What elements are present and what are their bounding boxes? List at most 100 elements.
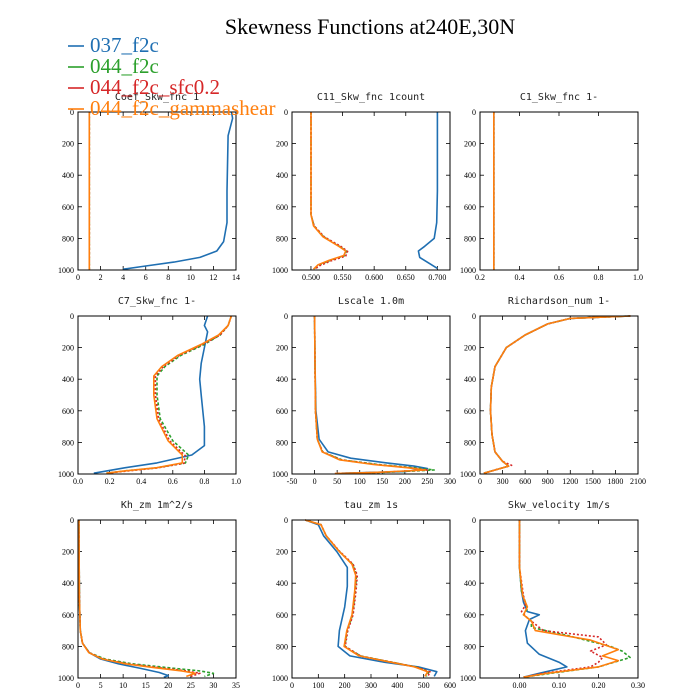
x-tick-label: 0	[313, 477, 317, 486]
y-tick-label: 800	[464, 642, 476, 651]
x-tick-label: 0.2	[475, 273, 485, 282]
y-tick-label: 600	[464, 203, 476, 212]
x-tick-label: 300	[365, 681, 377, 690]
y-tick-label: 1000	[460, 266, 476, 275]
x-tick-label: 0.8	[594, 273, 604, 282]
legend-item: 037_f2c	[68, 33, 159, 57]
x-tick-label: 15	[142, 681, 150, 690]
y-tick-label: 200	[62, 344, 74, 353]
y-tick-label: 800	[62, 438, 74, 447]
y-tick-label: 800	[276, 438, 288, 447]
plot-frame	[77, 519, 237, 679]
series-line-044_f2c_sfc0.2	[484, 315, 631, 474]
panel-title: Coef_Skw_fnc 1	[115, 92, 199, 103]
series-line-044_f2c	[518, 520, 631, 678]
y-tick-label: 800	[62, 642, 74, 651]
x-tick-label: 150	[376, 477, 388, 486]
legend-item: 044_f2c	[68, 54, 159, 78]
x-tick-label: 0.2	[105, 477, 115, 486]
x-tick-label: 0.6	[168, 477, 178, 486]
x-tick-label: 0.600	[365, 273, 383, 282]
y-tick-label: 0	[284, 312, 288, 321]
y-tick-label: 200	[276, 548, 288, 557]
y-tick-label: 600	[464, 611, 476, 620]
y-tick-label: 400	[276, 375, 288, 384]
x-tick-label: 12	[209, 273, 217, 282]
y-tick-label: 600	[62, 611, 74, 620]
panel-title: C11_Skw_fnc 1count	[317, 92, 425, 103]
legend-item: 044_f2c_gammashear	[68, 96, 275, 120]
x-tick-label: 0.8	[199, 477, 209, 486]
y-tick-label: 400	[464, 171, 476, 180]
y-tick-label: 400	[464, 579, 476, 588]
series-line-037_f2c	[518, 520, 568, 678]
y-tick-label: 1000	[272, 266, 288, 275]
series-line-044_f2c_sfc0.2	[78, 519, 201, 678]
x-tick-label: 1.0	[633, 273, 643, 282]
x-tick-label: 200	[399, 477, 411, 486]
y-tick-label: 600	[276, 407, 288, 416]
x-tick-label: 0.30	[631, 681, 645, 690]
x-tick-label: 1.0	[231, 477, 241, 486]
x-tick-label: 8	[166, 273, 170, 282]
panel-title: Richardson_num 1-	[508, 296, 610, 307]
x-tick-label: 0.4	[136, 477, 146, 486]
x-tick-label: 2100	[630, 477, 646, 486]
x-tick-label: 600	[444, 681, 456, 690]
x-tick-label: 0.550	[334, 273, 352, 282]
plot-frame	[479, 315, 639, 475]
x-tick-label: 0.0	[73, 477, 83, 486]
panel-title: Skw_velocity 1m/s	[508, 500, 610, 511]
y-tick-label: 0	[70, 312, 74, 321]
plot-frame	[77, 111, 237, 271]
y-tick-label: 200	[464, 140, 476, 149]
series-line-044_f2c	[106, 315, 233, 474]
legend-label: 037_f2c	[90, 33, 159, 57]
y-tick-label: 600	[276, 611, 288, 620]
x-tick-label: 0	[76, 681, 80, 690]
x-tick-label: 14	[232, 273, 240, 282]
x-tick-label: 400	[391, 681, 403, 690]
panel-title: Lscale 1.0m	[338, 296, 404, 307]
x-tick-label: 0	[478, 477, 482, 486]
y-tick-label: 1000	[460, 674, 476, 683]
x-tick-label: 50	[333, 477, 341, 486]
y-tick-label: 600	[276, 203, 288, 212]
x-tick-label: 0.500	[302, 273, 320, 282]
x-tick-label: 900	[542, 477, 554, 486]
x-tick-label: 100	[354, 477, 366, 486]
series-line-044_f2c	[313, 315, 435, 475]
series-line-044_f2c	[304, 519, 430, 677]
y-tick-label: 200	[464, 344, 476, 353]
panel-4: Lscale 1.0m 0 200 400 600 800 1000-50 0 50 100 150…	[272, 296, 456, 486]
x-tick-label: 0.6	[554, 273, 564, 282]
x-tick-label: 0	[76, 273, 80, 282]
series-line-044_f2c_sfc0.2	[310, 112, 349, 270]
series-line-044_f2c_sfc0.2	[518, 520, 608, 678]
plot-frame	[291, 315, 451, 475]
y-tick-label: 800	[62, 234, 74, 243]
legend-item: 044_f2c_sfc0.2	[68, 75, 220, 99]
y-tick-label: 0	[472, 516, 476, 525]
y-tick-label: 0	[472, 312, 476, 321]
x-tick-label: 1500	[585, 477, 601, 486]
y-tick-label: 1000	[58, 674, 74, 683]
y-tick-label: 1000	[272, 674, 288, 683]
series-line-037_f2c	[304, 519, 438, 677]
y-tick-label: 1000	[460, 470, 476, 479]
y-tick-label: 800	[276, 234, 288, 243]
y-tick-label: 1000	[58, 266, 74, 275]
y-tick-label: 200	[464, 548, 476, 557]
y-tick-label: 0	[472, 108, 476, 117]
x-tick-label: 200	[339, 681, 351, 690]
series-line-037_f2c	[93, 315, 209, 474]
panel-title: Kh_zm 1m^2/s	[121, 500, 193, 511]
legend: 037_f2c044_f2c044_f2c_sfc0.2044_f2c_gamm…	[68, 33, 275, 120]
y-tick-label: 400	[62, 375, 74, 384]
plot-frame	[479, 111, 639, 271]
y-tick-label: 0	[70, 516, 74, 525]
x-tick-label: 0.650	[397, 273, 415, 282]
legend-label: 044_f2c	[90, 54, 159, 78]
